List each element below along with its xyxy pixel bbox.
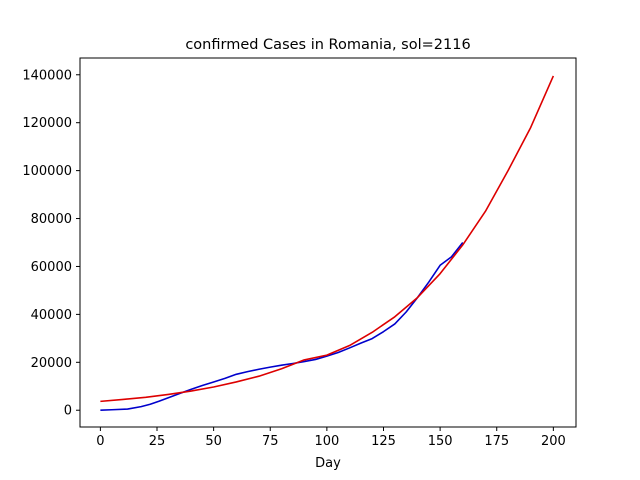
x-tick-label: 200 (541, 434, 566, 449)
x-tick-label: 0 (96, 434, 104, 449)
y-tick-label: 140000 (22, 68, 72, 83)
plot-area (80, 58, 576, 427)
y-tick-label: 120000 (22, 116, 72, 131)
x-tick-label: 50 (205, 434, 222, 449)
y-tick-label: 0 (64, 404, 72, 419)
y-axis-ticks: 0 20000 40000 60000 80000 100000 120000 140000 (22, 68, 80, 419)
x-tick-label: 25 (149, 434, 166, 449)
chart-title: confirmed Cases in Romania, sol=2116 (185, 37, 470, 53)
x-tick-label: 125 (371, 434, 396, 449)
y-tick-label: 100000 (22, 164, 72, 179)
series-line-0 (100, 242, 464, 412)
y-tick-label: 80000 (31, 212, 72, 227)
series-line-1 (100, 75, 555, 403)
x-tick-label: 150 (428, 434, 453, 449)
x-tick-label: 175 (484, 434, 509, 449)
y-tick-label: 20000 (31, 356, 72, 371)
x-tick-label: 75 (262, 434, 279, 449)
x-tick-label: 100 (314, 434, 339, 449)
plot-frame (79, 57, 577, 428)
series-layer (100, 75, 555, 412)
x-axis-label: Day (315, 456, 341, 471)
y-tick-label: 60000 (31, 260, 72, 275)
x-axis-ticks: 0 25 50 75 100 125 150 175 200 (96, 427, 566, 449)
y-tick-label: 40000 (31, 308, 72, 323)
